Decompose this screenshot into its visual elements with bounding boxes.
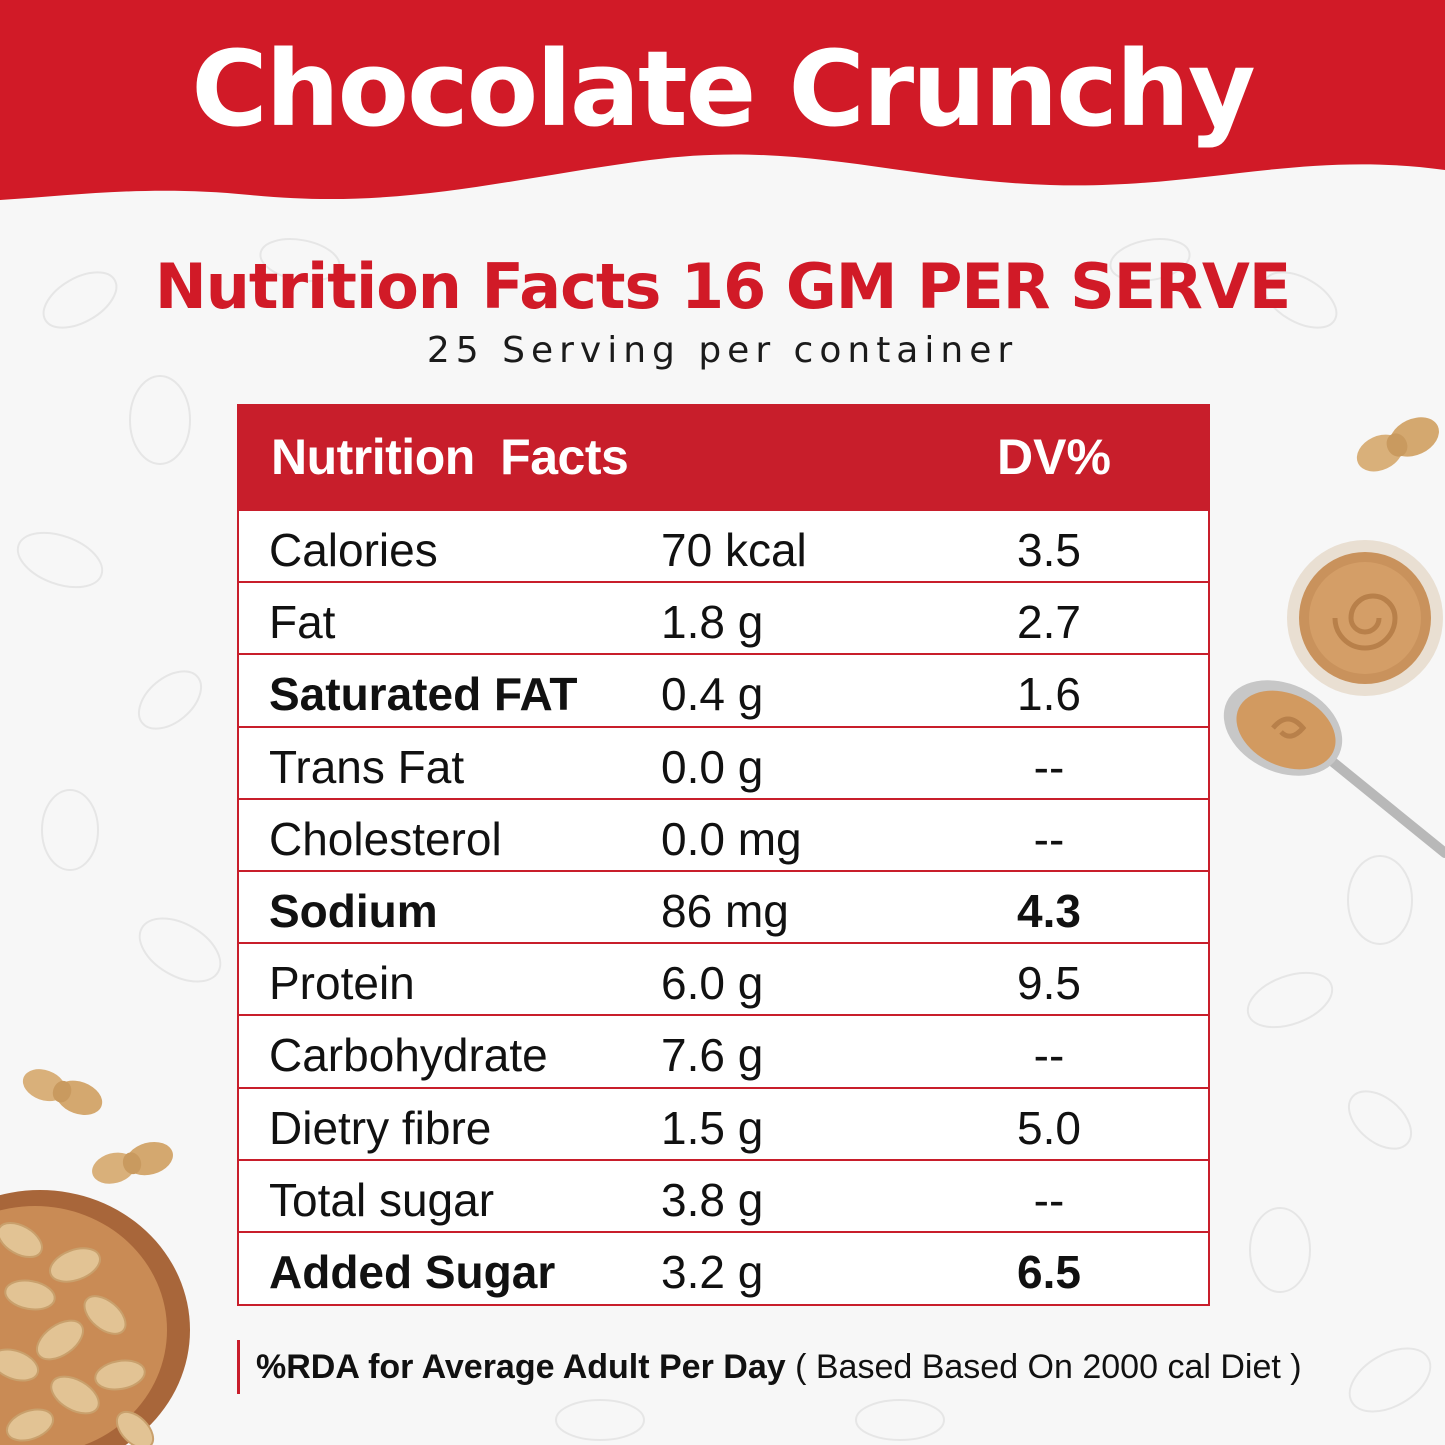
nutrient-dv: 3.5: [1017, 524, 1081, 576]
nutrient-amount: 0.4 g: [661, 668, 764, 721]
banner-wave-shape: [0, 0, 1445, 200]
nutrient-dv: 9.5: [1017, 957, 1081, 1010]
nutrient-name: Saturated FAT: [269, 668, 578, 721]
nutrient-name: Added Sugar: [269, 1245, 556, 1298]
nutrient-name: Protein: [269, 957, 415, 1010]
nutrient-amount: 86 mg: [661, 884, 789, 937]
peanut-icon: [22, 1069, 103, 1115]
table-row: Cholesterol 0.0 mg --: [239, 797, 1208, 870]
nutrient-amount: 6.0 g: [661, 957, 764, 1010]
peanut-bowl-icon: [0, 1190, 190, 1445]
nutrient-dv: 4.3: [1017, 884, 1081, 937]
product-title: Chocolate Crunchy: [191, 28, 1255, 150]
nutrient-dv: --: [1033, 1029, 1065, 1082]
table-row: Trans Fat 0.0 g --: [239, 725, 1208, 798]
nutrient-dv: --: [1033, 740, 1065, 793]
nutrient-name: Sodium: [269, 884, 438, 937]
table-row: Saturated FAT 0.4 g 1.6: [239, 653, 1208, 725]
nutrient-name: Total sugar: [269, 1173, 495, 1226]
nutrient-name: Calories: [269, 524, 438, 576]
nutrition-heading: Nutrition Facts 16 GM PER SERVE: [154, 250, 1291, 323]
table-row: Carbohydrate 7.6 g --: [239, 1014, 1208, 1086]
table-row: Calories 70 kcal 3.5: [239, 509, 1208, 581]
servings-per-container: 25 Serving per container: [426, 330, 1019, 371]
footnote-bold-text: %RDA for Average Adult Per Day: [256, 1348, 786, 1386]
nutrient-amount: 3.2 g: [661, 1245, 764, 1298]
nutrient-amount: 3.8 g: [661, 1173, 764, 1226]
peanut-butter-bowl-icon: [1287, 540, 1443, 696]
table-row: Fat 1.8 g 2.7: [239, 581, 1208, 653]
nutrient-dv: 1.6: [1017, 668, 1081, 721]
nutrient-name: Dietry fibre: [269, 1101, 492, 1154]
nutrient-amount: 1.5 g: [661, 1101, 764, 1154]
nutrient-amount: 7.6 g: [661, 1029, 764, 1082]
nutrition-facts-table: Nutrition Facts DV% Calories 70 kcal 3.5…: [237, 404, 1210, 1306]
rda-footnote: %RDA for Average Adult Per Day ( Based B…: [237, 1340, 1302, 1394]
table-header: Nutrition Facts DV%: [239, 406, 1208, 509]
table-row: Sodium 86 mg 4.3: [239, 869, 1208, 942]
spoon-icon: [1223, 680, 1445, 858]
nutrient-amount: 70 kcal: [661, 524, 807, 576]
table-row: Dietry fibre 1.5 g 5.0: [239, 1086, 1208, 1159]
nutrient-name: Fat: [269, 596, 336, 649]
nutrient-name: Cholesterol: [269, 812, 502, 865]
table-row: Protein 6.0 g 9.5: [239, 942, 1208, 1014]
header-nutrition-facts: Nutrition Facts: [271, 429, 629, 485]
peanut-icon: [92, 1141, 173, 1184]
nutrient-dv: 6.5: [1017, 1245, 1081, 1298]
nutrient-amount: 0.0 g: [661, 740, 764, 793]
nutrient-dv: 5.0: [1017, 1101, 1081, 1154]
header-dv-percent: DV%: [997, 429, 1111, 485]
nutrient-amount: 1.8 g: [661, 596, 764, 649]
nutrient-dv: --: [1033, 1173, 1065, 1226]
nutrient-amount: 0.0 mg: [661, 812, 802, 865]
nutrient-name: Carbohydrate: [269, 1029, 548, 1082]
table-row: Added Sugar 3.2 g 6.5: [239, 1230, 1208, 1303]
title-banner: Chocolate Crunchy: [0, 0, 1445, 230]
peanut-icon: [1356, 417, 1439, 472]
nutrient-dv: 2.7: [1017, 596, 1081, 649]
nutrient-dv: --: [1033, 812, 1065, 865]
nutrient-name: Trans Fat: [269, 740, 465, 793]
footnote-regular-text: ( Based Based On 2000 cal Diet ): [785, 1348, 1302, 1386]
table-row: Total sugar 3.8 g --: [239, 1158, 1208, 1231]
